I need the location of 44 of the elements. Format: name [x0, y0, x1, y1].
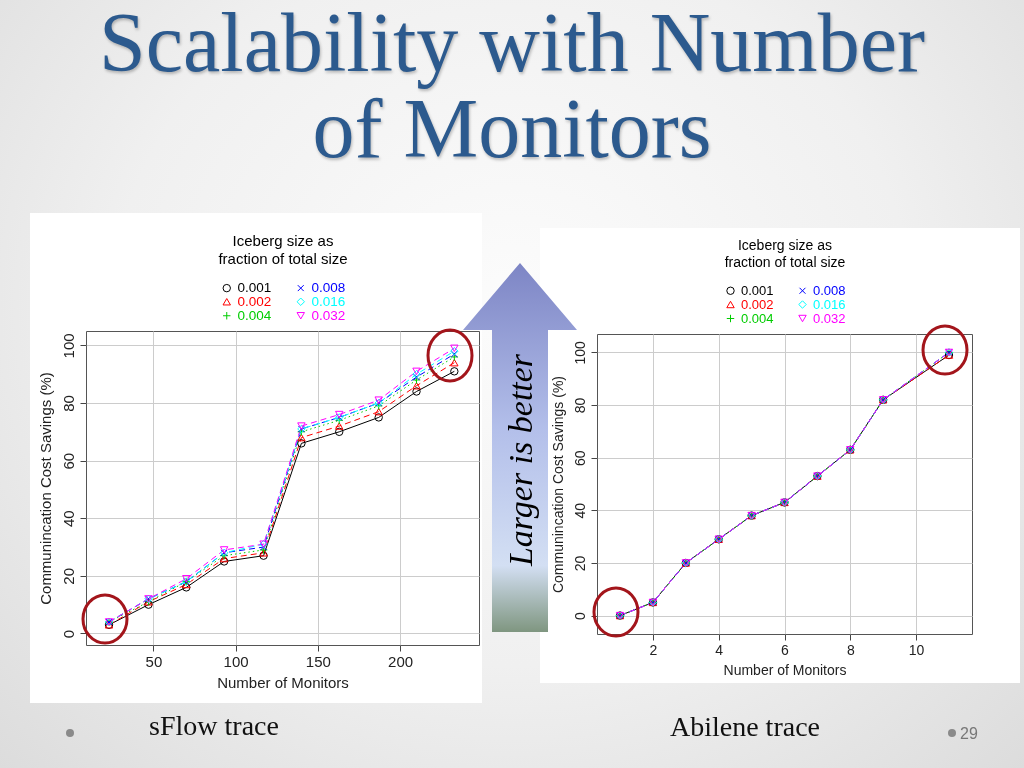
y-tick-label: 40 [59, 510, 77, 528]
x-tick-label: 6 [781, 641, 790, 658]
legend-label: 0.008 [813, 282, 846, 298]
text: Scalability with Number of Monitors [98, 0, 926, 175]
legend-label: 0.002 [237, 293, 272, 309]
y-tick-label: 0 [571, 611, 588, 620]
y-tick-label: 20 [59, 568, 77, 585]
legend-label: 0.032 [813, 310, 846, 326]
legend-label: 0.001 [237, 280, 272, 296]
y-axis-title: Communincation Cost Savings (%) [36, 372, 54, 605]
text: sFlow trace [148, 710, 280, 742]
text: Abilene trace [669, 711, 821, 743]
y-axis-title: Communincation Cost Savings (%) [549, 375, 566, 594]
x-tick-label: 50 [145, 652, 163, 670]
legend-label: 0.016 [311, 293, 346, 309]
y-tick-label: 40 [571, 502, 588, 519]
legend-title: Iceberg size as fraction of total size [218, 232, 348, 267]
legend-label: 0.008 [311, 280, 346, 296]
y-tick-label: 80 [571, 397, 588, 414]
text: Larger is better [502, 353, 540, 567]
legend-label: 0.002 [741, 296, 774, 312]
y-tick-label: 60 [571, 450, 588, 466]
x-axis-title: Number of Monitors [217, 673, 349, 691]
legend-label: 0.004 [237, 307, 272, 323]
y-tick-label: 100 [571, 341, 588, 365]
text: 29 [960, 724, 978, 744]
x-tick-label: 8 [846, 641, 855, 658]
legend-label: 0.001 [741, 282, 774, 298]
y-tick-label: 100 [59, 333, 77, 359]
x-tick-label: 4 [715, 641, 724, 658]
y-tick-label: 20 [571, 555, 588, 572]
x-axis-title: Number of Monitors [723, 661, 847, 678]
legend-label: 0.004 [741, 310, 774, 326]
x-tick-label: 200 [388, 652, 414, 670]
x-tick-label: 10 [908, 641, 925, 658]
x-tick-label: 100 [223, 652, 249, 670]
legend-title: Iceberg size as fraction of total size [724, 237, 846, 270]
legend-label: 0.016 [813, 296, 846, 312]
y-tick-label: 0 [59, 629, 77, 639]
y-tick-label: 80 [59, 395, 77, 412]
x-tick-label: 150 [305, 652, 331, 670]
x-tick-label: 2 [649, 641, 658, 658]
legend-label: 0.032 [311, 307, 346, 323]
y-tick-label: 60 [59, 452, 77, 470]
